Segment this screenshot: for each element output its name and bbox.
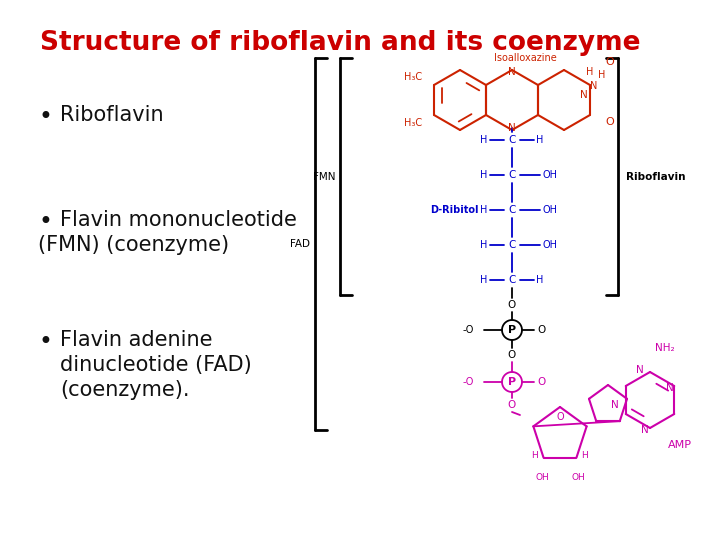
Text: Isoalloxazine: Isoalloxazine xyxy=(494,53,557,63)
Text: N: N xyxy=(641,425,649,435)
Text: OH: OH xyxy=(542,170,557,180)
Text: C: C xyxy=(508,205,516,215)
Text: H: H xyxy=(480,275,487,285)
Text: (coenzyme).: (coenzyme). xyxy=(60,380,189,400)
Text: C: C xyxy=(508,240,516,250)
Text: OH: OH xyxy=(542,240,557,250)
Text: N: N xyxy=(636,365,644,375)
Text: N: N xyxy=(666,383,674,393)
Text: Flavin adenine: Flavin adenine xyxy=(60,330,212,350)
Text: Riboflavin: Riboflavin xyxy=(60,105,163,125)
Text: P: P xyxy=(508,325,516,335)
Text: N: N xyxy=(580,90,588,100)
Text: Flavin mononucleotide: Flavin mononucleotide xyxy=(60,210,297,230)
Text: •: • xyxy=(38,210,52,234)
Text: -O: -O xyxy=(463,377,474,387)
Text: H: H xyxy=(598,70,606,80)
Text: H: H xyxy=(536,275,544,285)
Text: AMP: AMP xyxy=(668,440,692,450)
Text: N: N xyxy=(508,123,516,133)
Text: H₃C: H₃C xyxy=(404,72,422,82)
Text: OH: OH xyxy=(571,472,585,482)
Text: H₃C: H₃C xyxy=(404,118,422,128)
Text: O: O xyxy=(508,300,516,310)
Text: O: O xyxy=(538,377,546,387)
Text: NH₂: NH₂ xyxy=(655,343,675,353)
Text: Structure of riboflavin and its coenzyme: Structure of riboflavin and its coenzyme xyxy=(40,30,641,56)
Text: H: H xyxy=(480,205,487,215)
Text: O: O xyxy=(508,350,516,360)
Text: H: H xyxy=(480,135,487,145)
Text: -O: -O xyxy=(463,325,474,335)
Text: H: H xyxy=(536,135,544,145)
Text: C: C xyxy=(508,135,516,145)
Text: C: C xyxy=(508,170,516,180)
Text: H: H xyxy=(531,450,539,460)
Text: (FMN) (coenzyme): (FMN) (coenzyme) xyxy=(38,235,229,255)
Text: H: H xyxy=(480,170,487,180)
Text: Riboflavin: Riboflavin xyxy=(626,172,685,182)
Text: N: N xyxy=(508,67,516,77)
Text: N: N xyxy=(611,400,619,410)
Text: N: N xyxy=(590,81,598,91)
Text: C: C xyxy=(508,275,516,285)
Text: OH: OH xyxy=(542,205,557,215)
Text: P: P xyxy=(508,377,516,387)
Text: O: O xyxy=(508,400,516,410)
Text: O: O xyxy=(556,412,564,422)
Text: O: O xyxy=(606,117,614,127)
Text: H: H xyxy=(480,240,487,250)
Text: dinucleotide (FAD): dinucleotide (FAD) xyxy=(60,355,252,375)
Text: H: H xyxy=(586,67,594,77)
Text: OH: OH xyxy=(535,472,549,482)
Text: •: • xyxy=(38,105,52,129)
Text: O: O xyxy=(538,325,546,335)
Text: O: O xyxy=(606,57,614,67)
Text: D-Ribitol: D-Ribitol xyxy=(430,205,479,215)
Text: •: • xyxy=(38,330,52,354)
Text: H: H xyxy=(582,450,588,460)
Text: FAD: FAD xyxy=(290,239,310,249)
Text: FMN: FMN xyxy=(312,172,335,182)
